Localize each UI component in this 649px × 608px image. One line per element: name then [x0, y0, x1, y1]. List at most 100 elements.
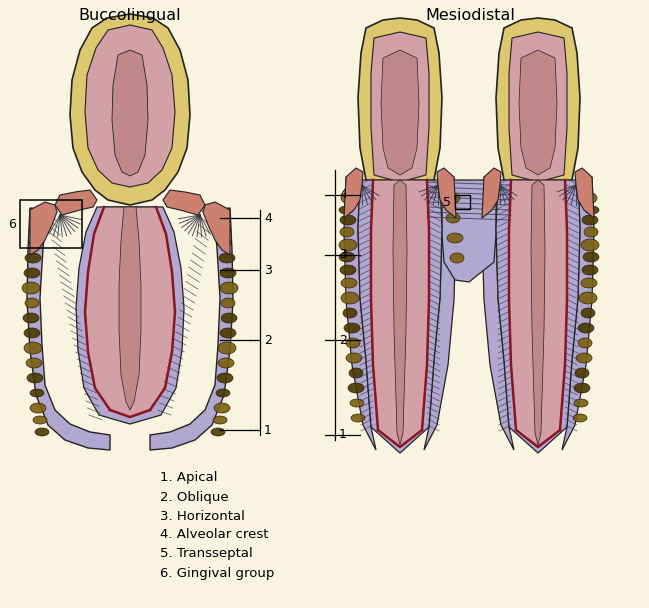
- Text: 2. Oblique: 2. Oblique: [160, 491, 228, 503]
- Ellipse shape: [24, 268, 40, 278]
- Ellipse shape: [27, 373, 43, 383]
- Ellipse shape: [583, 252, 599, 262]
- Ellipse shape: [340, 265, 356, 275]
- Ellipse shape: [341, 292, 359, 304]
- Polygon shape: [55, 190, 97, 215]
- Polygon shape: [437, 168, 456, 218]
- Text: 1: 1: [339, 429, 347, 441]
- Ellipse shape: [584, 227, 598, 237]
- Ellipse shape: [343, 308, 357, 318]
- Polygon shape: [519, 50, 557, 175]
- Polygon shape: [531, 180, 545, 445]
- Ellipse shape: [217, 239, 231, 247]
- Text: 4: 4: [339, 188, 347, 201]
- Ellipse shape: [30, 389, 44, 397]
- Polygon shape: [440, 180, 498, 282]
- Text: 6. Gingival group: 6. Gingival group: [160, 567, 275, 579]
- Polygon shape: [496, 18, 580, 188]
- Ellipse shape: [446, 213, 460, 223]
- Ellipse shape: [582, 215, 598, 225]
- Polygon shape: [163, 190, 205, 215]
- Polygon shape: [562, 177, 594, 450]
- Ellipse shape: [574, 383, 590, 393]
- Polygon shape: [509, 32, 567, 182]
- Ellipse shape: [579, 192, 597, 204]
- Polygon shape: [424, 177, 456, 450]
- Ellipse shape: [220, 282, 238, 294]
- Ellipse shape: [348, 383, 364, 393]
- Ellipse shape: [339, 239, 357, 251]
- Ellipse shape: [30, 403, 46, 413]
- Ellipse shape: [447, 233, 463, 243]
- Bar: [20, 200, 82, 248]
- Text: 1: 1: [264, 424, 272, 437]
- Ellipse shape: [349, 368, 363, 378]
- Polygon shape: [358, 180, 442, 453]
- Polygon shape: [393, 180, 407, 445]
- Ellipse shape: [211, 428, 225, 436]
- Polygon shape: [85, 207, 175, 417]
- Ellipse shape: [346, 338, 360, 348]
- Polygon shape: [30, 202, 57, 255]
- Polygon shape: [27, 208, 110, 450]
- Ellipse shape: [340, 227, 354, 237]
- Polygon shape: [150, 208, 233, 450]
- Ellipse shape: [578, 323, 594, 333]
- Ellipse shape: [24, 328, 40, 338]
- Ellipse shape: [218, 342, 236, 354]
- Bar: [455, 195, 470, 209]
- Ellipse shape: [220, 328, 236, 338]
- Polygon shape: [358, 18, 442, 188]
- Polygon shape: [76, 207, 184, 424]
- Ellipse shape: [339, 206, 353, 214]
- Ellipse shape: [29, 224, 47, 236]
- Polygon shape: [482, 177, 514, 450]
- Ellipse shape: [220, 268, 236, 278]
- Polygon shape: [482, 168, 501, 218]
- Ellipse shape: [351, 414, 365, 422]
- Ellipse shape: [578, 338, 592, 348]
- Ellipse shape: [26, 358, 42, 368]
- Polygon shape: [112, 50, 148, 176]
- Text: 2: 2: [339, 334, 347, 347]
- Text: 3: 3: [339, 249, 347, 261]
- Text: 2: 2: [264, 334, 272, 347]
- Ellipse shape: [213, 224, 231, 236]
- Text: 6: 6: [8, 218, 16, 230]
- Ellipse shape: [22, 282, 40, 294]
- Ellipse shape: [29, 239, 43, 247]
- Ellipse shape: [217, 373, 233, 383]
- Ellipse shape: [340, 215, 356, 225]
- Polygon shape: [371, 32, 429, 182]
- Polygon shape: [344, 177, 376, 450]
- Ellipse shape: [350, 399, 364, 407]
- Ellipse shape: [585, 206, 599, 214]
- Ellipse shape: [218, 358, 234, 368]
- Ellipse shape: [23, 313, 39, 323]
- Ellipse shape: [581, 278, 597, 288]
- Ellipse shape: [341, 192, 359, 204]
- Ellipse shape: [35, 428, 49, 436]
- Ellipse shape: [582, 265, 598, 275]
- Ellipse shape: [213, 416, 227, 424]
- Ellipse shape: [341, 278, 357, 288]
- Polygon shape: [496, 180, 580, 453]
- Ellipse shape: [576, 353, 592, 363]
- Polygon shape: [119, 207, 141, 410]
- Ellipse shape: [219, 253, 235, 263]
- Polygon shape: [509, 180, 567, 447]
- Ellipse shape: [573, 414, 587, 422]
- Ellipse shape: [446, 193, 460, 203]
- Text: Mesiodistal: Mesiodistal: [425, 8, 515, 23]
- Ellipse shape: [24, 342, 42, 354]
- Polygon shape: [70, 14, 190, 205]
- Text: 4. Alveolar crest: 4. Alveolar crest: [160, 528, 269, 542]
- Text: 5. Transseptal: 5. Transseptal: [160, 547, 252, 561]
- Polygon shape: [575, 168, 594, 218]
- Ellipse shape: [216, 389, 230, 397]
- Text: Buccolingual: Buccolingual: [79, 8, 181, 23]
- Polygon shape: [85, 25, 175, 187]
- Ellipse shape: [221, 313, 237, 323]
- Polygon shape: [381, 50, 419, 175]
- Polygon shape: [344, 168, 363, 218]
